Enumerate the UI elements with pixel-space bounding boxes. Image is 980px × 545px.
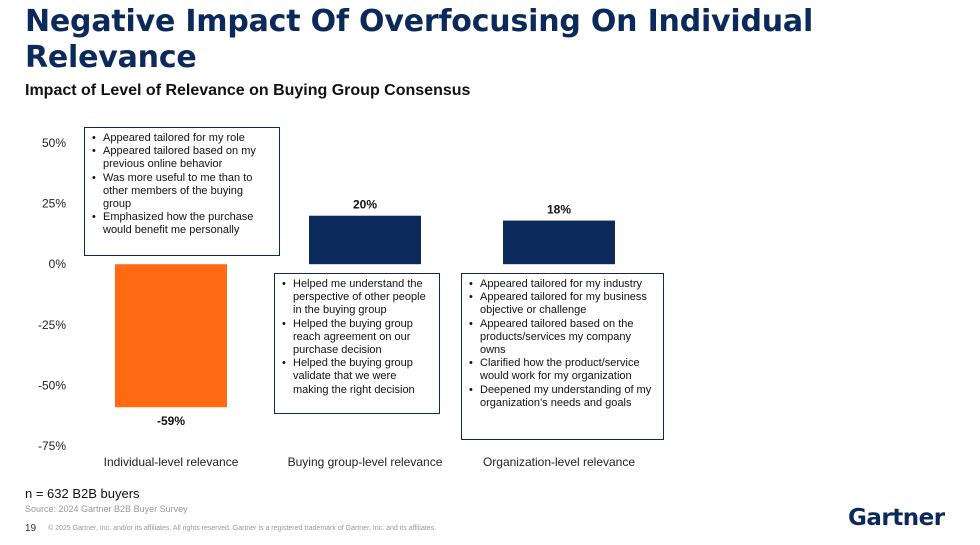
callout-item: Appeared tailored for my role xyxy=(89,132,273,145)
bar xyxy=(115,264,227,408)
callout-item: Helped the buying group validate that we… xyxy=(279,357,433,397)
y-tick-label: 25% xyxy=(42,197,66,211)
y-tick-label: -75% xyxy=(38,439,66,453)
organization-callout: Appeared tailored for my industryAppeare… xyxy=(461,273,664,440)
organization-callout-list: Appeared tailored for my industryAppeare… xyxy=(466,278,657,410)
callout-item: Appeared tailored for my industry xyxy=(466,278,657,291)
callout-item: Helped the buying group reach agreement … xyxy=(279,318,433,358)
callout-item: Appeared tailored based on the products/… xyxy=(466,318,657,358)
callout-item: Was more useful to me than to other memb… xyxy=(89,172,273,212)
category-label: Individual-level relevance xyxy=(104,455,239,469)
y-tick-label: -25% xyxy=(38,318,66,332)
callout-item: Appeared tailored based on my previous o… xyxy=(89,145,273,171)
page-number: 19 xyxy=(25,523,37,534)
category-label: Organization-level relevance xyxy=(483,455,635,469)
sample-size-note: n = 632 B2B buyers xyxy=(25,486,140,501)
bars xyxy=(115,215,615,408)
source-note: Source: 2024 Gartner B2B Buyer Survey xyxy=(25,504,188,514)
buying-group-callout: Helped me understand the perspective of … xyxy=(274,273,440,414)
callout-item: Deepened my understanding of my organiza… xyxy=(466,384,657,410)
buying-group-callout-list: Helped me understand the perspective of … xyxy=(279,278,433,397)
bar xyxy=(309,215,421,265)
individual-callout-list: Appeared tailored for my roleAppeared ta… xyxy=(89,132,273,238)
value-labels: -59% 20% 18% xyxy=(157,198,571,428)
callout-item: Appeared tailored for my business object… xyxy=(466,291,657,317)
individual-callout: Appeared tailored for my roleAppeared ta… xyxy=(84,127,280,256)
y-tick-label: -50% xyxy=(38,378,66,392)
callout-item: Emphasized how the purchase would benefi… xyxy=(89,211,273,237)
y-tick-label: 0% xyxy=(49,257,67,271)
copyright-text: © 2025 Gartner, Inc. and/or its affiliat… xyxy=(48,525,437,532)
category-label: Buying group-level relevance xyxy=(288,455,443,469)
gartner-logo: Gartner xyxy=(848,505,945,531)
value-label: 20% xyxy=(353,198,377,212)
callout-item: Helped me understand the perspective of … xyxy=(279,278,433,318)
bar xyxy=(503,220,615,265)
page-title: Negative Impact Of Overfocusing On Indiv… xyxy=(25,4,814,75)
y-axis-ticks: 50% 25% 0% -25% -50% -75% xyxy=(38,136,66,453)
value-label: -59% xyxy=(157,414,185,428)
callout-item: Clarified how the product/service would … xyxy=(466,357,657,383)
y-tick-label: 50% xyxy=(42,136,66,150)
chart-subtitle: Impact of Level of Relevance on Buying G… xyxy=(25,82,471,99)
value-label: 18% xyxy=(547,203,571,217)
x-axis-labels: Individual-level relevance Buying group-l… xyxy=(104,455,636,469)
